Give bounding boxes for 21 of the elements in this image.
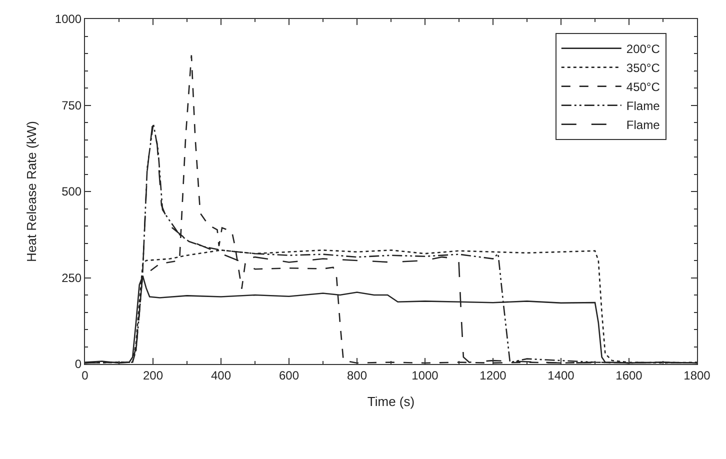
- x-tick-label: 1200: [480, 368, 507, 382]
- x-tick-label: 1000: [412, 368, 439, 382]
- y-tick-label: 250: [62, 270, 82, 285]
- y-tick-label: 1000: [54, 12, 82, 26]
- legend-label: 350°C: [626, 60, 660, 75]
- x-tick-label: 600: [278, 368, 300, 382]
- y-axis-title: Heat Release Rate (kW): [24, 121, 39, 262]
- legend-label: 450°C: [626, 80, 660, 94]
- legend-label: Flame: [626, 98, 660, 113]
- x-tick-label: 400: [210, 368, 232, 382]
- x-tick-label: 800: [346, 368, 368, 382]
- legend-label: Flame: [626, 118, 660, 132]
- y-tick-label: 750: [62, 98, 82, 112]
- y-tick-label: 500: [62, 184, 82, 199]
- x-tick-label: 200: [142, 368, 164, 382]
- x-tick-label: 1400: [548, 368, 575, 382]
- x-tick-label: 1600: [616, 368, 643, 382]
- legend-label: 200°C: [626, 42, 660, 56]
- x-tick-label: 1800: [684, 368, 711, 382]
- y-tick-label: 0: [74, 357, 82, 372]
- x-axis-title: Time (s): [367, 394, 415, 409]
